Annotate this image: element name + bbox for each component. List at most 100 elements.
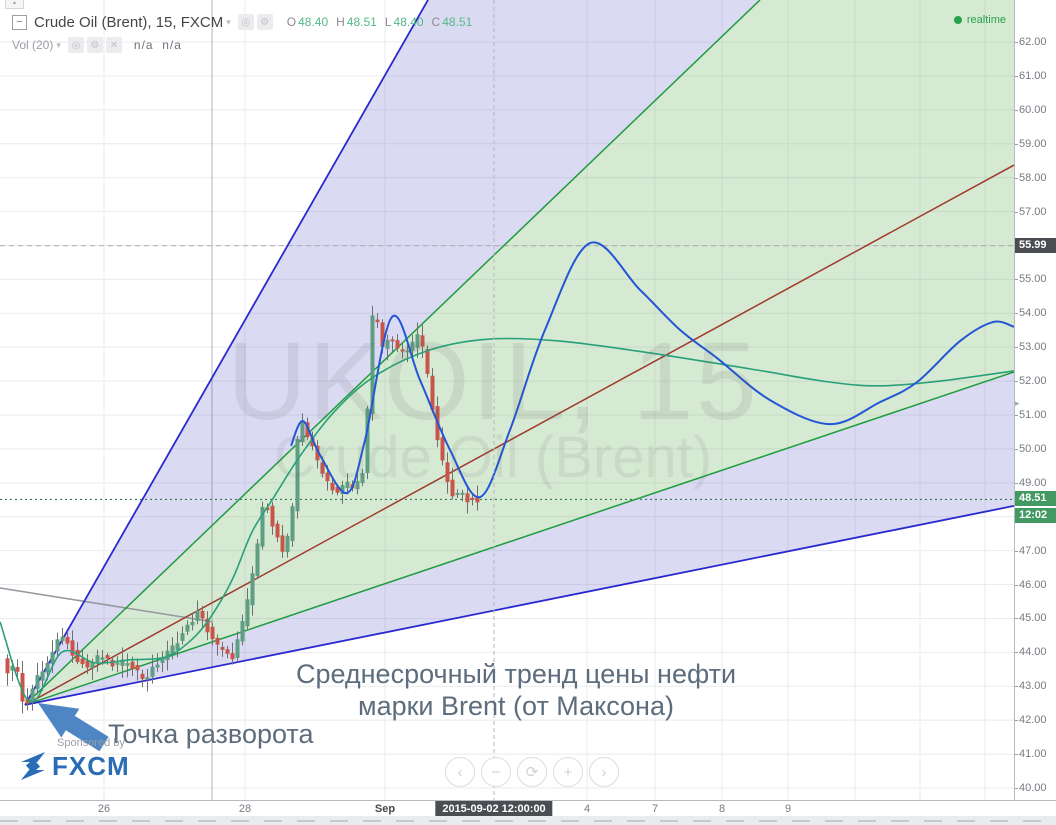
price-tick-label: 54.00 — [1015, 307, 1055, 319]
collapse-icon[interactable]: − — [12, 14, 27, 30]
price-tick-label: 49.00 — [1015, 477, 1055, 489]
price-tick-label: 51.00 — [1015, 409, 1055, 421]
candle-body — [420, 335, 425, 347]
low-value: 48.40 — [393, 15, 424, 29]
candle-body — [290, 506, 295, 541]
watermark-name: Crude Oil (Brent) — [273, 425, 713, 490]
candle-body — [245, 599, 250, 627]
pitchfork-ray-lower-blue — [24, 504, 1014, 706]
candle-body — [330, 482, 335, 491]
time-tick-label: 4 — [583, 803, 591, 815]
gear-icon[interactable]: ⚙ — [256, 14, 273, 30]
candle-body — [50, 651, 55, 665]
candle-body — [325, 472, 330, 482]
candle-body — [15, 666, 20, 672]
price-tick-label: 61.00 — [1015, 70, 1055, 82]
price-tick-label: 40.00 — [1015, 782, 1055, 794]
ma-curve — [0, 337, 1014, 703]
candle-body — [60, 636, 65, 642]
candle-body — [255, 543, 260, 577]
price-tick-label: 55.00 — [1015, 273, 1055, 285]
time-axis[interactable]: 26 28 Sep 4 7 8 9 2015-09-02 12:00:00 — [0, 800, 1056, 817]
candle-body — [210, 626, 215, 639]
price-tick-label: 59.00 — [1015, 138, 1055, 150]
candle-body — [405, 350, 410, 353]
candle-body — [360, 473, 365, 483]
candle-body — [450, 479, 455, 497]
price-tick-label: 45.00 — [1015, 612, 1055, 624]
time-tick-label: 26 — [97, 803, 111, 815]
candle-body — [470, 497, 475, 500]
forecast-wave — [290, 241, 1014, 499]
candle-body — [410, 341, 415, 351]
candle-body — [185, 624, 190, 632]
candle-body — [285, 535, 290, 553]
chevron-down-icon[interactable]: ▾ — [56, 39, 61, 50]
candle-body — [385, 339, 390, 349]
candle-body — [375, 319, 380, 323]
watermark-symbol: UKOIL, 15 — [227, 320, 759, 443]
sponsor-block[interactable]: Sponsored by FXCM — [18, 737, 130, 782]
zoom-out-button[interactable]: − — [481, 757, 511, 787]
candle-body — [100, 657, 105, 660]
candle-body — [355, 480, 360, 490]
candle-body — [460, 492, 465, 495]
fxcm-brand-text: FXCM — [52, 750, 130, 781]
candle-body — [235, 639, 240, 658]
close-value: 48.51 — [442, 15, 473, 29]
price-axis[interactable]: 62.0061.0060.0059.0058.0057.0056.0055.00… — [1014, 0, 1056, 800]
price-tick-label: 47.00 — [1015, 545, 1055, 557]
price-tick-label: 43.00 — [1015, 680, 1055, 692]
axis-collapse-arrow-icon[interactable]: ▸ — [1015, 398, 1020, 408]
close-icon[interactable]: ✕ — [105, 37, 122, 53]
high-value: 48.51 — [346, 15, 377, 29]
candle-body — [390, 339, 395, 342]
ohlc-readout: O 48.40 H 48.51 L 48.40 C 48.51 — [286, 15, 473, 29]
countdown-badge: 12:02 — [1015, 508, 1056, 524]
candle-body — [455, 493, 460, 496]
candle-body — [415, 334, 420, 349]
candle-body — [445, 462, 450, 482]
candle-body — [115, 662, 120, 665]
collapse-pane-tab[interactable]: ▴ — [5, 0, 24, 9]
candle-body — [275, 523, 280, 538]
candle-body — [110, 659, 115, 667]
chart-plot-area[interactable] — [0, 0, 1014, 800]
sponsor-prefix: Sponsored by — [57, 737, 125, 749]
price-tick-label: 53.00 — [1015, 341, 1055, 353]
gear-icon[interactable]: ⚙ — [86, 37, 103, 53]
realtime-label: realtime — [966, 14, 1006, 26]
candle-body — [35, 675, 40, 689]
pitchfork-ray-lower-green — [24, 371, 1014, 706]
candle-body — [295, 438, 300, 512]
candle-body — [195, 610, 200, 621]
eye-icon[interactable]: ◎ — [237, 14, 254, 30]
price-tick-label: 62.00 — [1015, 36, 1055, 48]
candle-body — [220, 646, 225, 650]
chevron-down-icon[interactable]: ▾ — [226, 16, 231, 27]
eye-icon[interactable]: ◎ — [67, 37, 84, 53]
price-tick-label: 42.00 — [1015, 714, 1055, 726]
time-tick-label: 28 — [238, 803, 252, 815]
scroll-right-button[interactable]: › — [589, 757, 619, 787]
symbol-title[interactable]: Crude Oil (Brent), 15, FXCM — [34, 13, 224, 31]
candle-body — [225, 649, 230, 654]
candle-body — [440, 437, 445, 461]
candle-body — [80, 658, 85, 665]
pitchfork-ray-upper-green — [24, 0, 761, 706]
candle-body — [130, 661, 135, 670]
reset-view-button[interactable]: ⟳ — [517, 757, 547, 787]
zoom-in-button[interactable]: + — [553, 757, 583, 787]
candle-body — [40, 671, 45, 681]
pitchfork-ray-median-red — [24, 164, 1014, 706]
volume-indicator-label[interactable]: Vol (20) — [12, 38, 54, 52]
time-tick-label: Sep — [374, 803, 396, 815]
legend: − Crude Oil (Brent), 15, FXCM ▾ ◎ ⚙ O 48.… — [12, 12, 480, 54]
price-tick-label: 41.00 — [1015, 748, 1055, 760]
candle-body — [140, 673, 145, 679]
scroll-left-button[interactable]: ‹ — [445, 757, 475, 787]
candle-body — [260, 506, 265, 547]
bottom-scrollbar[interactable] — [0, 816, 1056, 825]
candle-body — [345, 481, 350, 489]
